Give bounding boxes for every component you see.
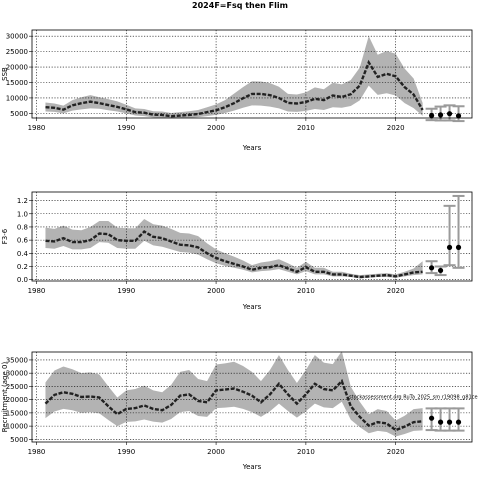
projection-point (428, 112, 435, 119)
x-tick-label: 2000 (207, 287, 225, 295)
y-tick-label: 0.0 (17, 276, 28, 284)
y-tick-label: 30000 (6, 33, 28, 41)
x-axis-label: Years (242, 303, 262, 311)
x-tick-label: 2000 (207, 124, 225, 132)
y-tick-label: 35000 (6, 356, 28, 364)
y-axis-label: Recruitment (age 0) (1, 362, 9, 433)
y-tick-label: 20000 (6, 396, 28, 404)
projection-point (428, 265, 435, 271)
projection-point (455, 419, 462, 425)
x-tick-label: 2020 (387, 124, 405, 132)
confidence-band (45, 219, 423, 279)
y-tick-label: 20000 (6, 64, 28, 72)
confidence-band (45, 351, 423, 437)
x-tick-label: 1990 (117, 448, 135, 456)
y-tick-label: 25000 (6, 383, 28, 391)
x-tick-label: 1980 (28, 448, 46, 456)
y-axis-label: SSB (1, 67, 9, 81)
x-tick-label: 2020 (387, 448, 405, 456)
projection-point (428, 415, 435, 421)
x-axis-label: Years (242, 463, 262, 471)
x-tick-label: 2020 (387, 287, 405, 295)
x-tick-label: 2000 (207, 448, 225, 456)
y-tick-label: 10000 (6, 94, 28, 102)
stamp-annotation: stockassessment.org RuTa_2025_sm r19098_… (349, 395, 478, 401)
estimate-line (44, 378, 423, 432)
estimate-line (45, 230, 423, 279)
y-tick-label: 30000 (6, 370, 28, 378)
y-tick-label: 0.2 (17, 263, 28, 271)
y-tick-label: 5000 (10, 436, 28, 444)
y-tick-label: 0.4 (17, 250, 29, 258)
x-tick-label: 1980 (28, 287, 46, 295)
y-tick-label: 1.0 (17, 210, 28, 218)
y-tick-label: 25000 (6, 48, 28, 56)
plot-frame (31, 191, 473, 282)
y-tick-label: 15000 (6, 79, 28, 87)
projection-point (446, 244, 453, 250)
x-tick-label: 2010 (297, 287, 315, 295)
x-tick-label: 1980 (28, 124, 46, 132)
y-axis-label: F3-6 (1, 228, 9, 244)
x-tick-label: 2010 (297, 124, 315, 132)
y-tick-label: 0.6 (17, 237, 29, 245)
projection-point (455, 113, 462, 119)
estimate-line (45, 59, 424, 118)
chart-panel-2: 1980 1990 2000 2010 2020 0.0 0.2 0.4 0.6 0.8 1.0 1.… (1, 191, 473, 311)
figure-title: 2024F=Fsq then Flim (192, 1, 288, 10)
y-tick-label: 5000 (10, 110, 28, 118)
x-tick-label: 2010 (297, 448, 315, 456)
projection-point (446, 419, 453, 425)
y-tick-label: 10000 (6, 423, 28, 431)
projection-point (437, 267, 444, 274)
x-tick-label: 1990 (117, 124, 135, 132)
projection-point (437, 112, 444, 118)
projection-point (437, 419, 444, 425)
chart-panel-1: 1980 1990 2000 2010 2020 5000 10000 15000 20000 2… (1, 29, 473, 152)
projection-point (455, 244, 462, 250)
y-tick-label: 0.8 (17, 223, 28, 231)
plot-frame (31, 29, 473, 119)
plot-frame (31, 351, 473, 443)
projection-point (446, 111, 453, 117)
x-tick-label: 1990 (117, 287, 135, 295)
y-tick-label: 1.2 (17, 197, 28, 205)
chart-panels: 1980 1990 2000 2010 2020 5000 10000 15000 20000 2… (1, 29, 478, 471)
y-tick-label: 15000 (6, 409, 28, 417)
chart-panel-3: 1980 1990 2000 2010 2020 5000 10000 15000 20000 2… (1, 351, 478, 471)
x-axis-label: Years (242, 144, 262, 152)
